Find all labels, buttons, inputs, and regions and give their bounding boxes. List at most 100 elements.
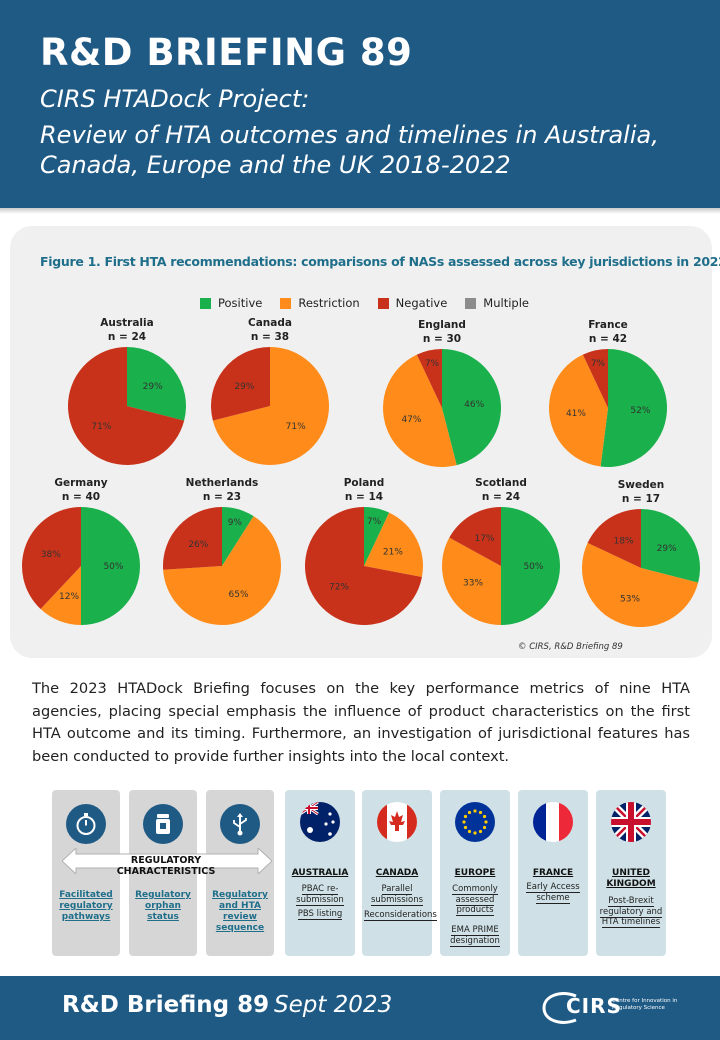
detail-text: Early Access scheme: [520, 882, 586, 904]
logo-subtext: Centre for Innovation in Regulatory Scie…: [612, 998, 678, 1011]
country-name: CANADA: [375, 868, 419, 878]
pie-chart-sweden: Sweden n = 17 29% 53% 18%: [571, 478, 711, 630]
pie-slice-restriction: [40, 566, 81, 625]
pie-slice-restriction: [212, 347, 329, 465]
pie-svg: 71% 29%: [211, 347, 329, 465]
detail-item: Parallel submissions: [370, 884, 424, 906]
pie-n-label: n = 24: [107, 331, 147, 343]
legend-negative: Negative: [377, 296, 448, 310]
footer-title: R&D Briefing 89: [62, 992, 270, 1018]
uk-flag-icon: [611, 802, 651, 842]
card-label: Regulatory and HTA review sequence: [212, 890, 268, 933]
legend-label: Multiple: [483, 296, 529, 310]
figure-panel: Figure 1. First HTA recommendations: com…: [10, 226, 720, 658]
briefing-title: R&D BRIEFING 89: [40, 31, 413, 74]
detail-item: PBS listing: [297, 909, 343, 920]
detail-text: PBAC re-submission: [287, 884, 353, 906]
chart-legend: Positive Restriction Negative Multiple: [200, 296, 529, 310]
pie-slice-label: 21%: [383, 547, 403, 557]
card-canada: CANADA Parallel submissions Reconsiderat…: [362, 790, 437, 956]
pie-slice-label: 50%: [103, 562, 123, 572]
eu-star-icon: [473, 831, 477, 835]
legend-swatch: [280, 297, 292, 309]
pie-slice-restriction: [549, 354, 608, 467]
pie-n-label: n = 30: [422, 333, 462, 345]
pie-slice-label: 41%: [566, 409, 586, 419]
legend-swatch: [377, 297, 389, 309]
medicine-bottle-icon: [143, 804, 183, 844]
pie-country-label: Australia: [100, 317, 154, 329]
figure-caption: Figure 1. First HTA recommendations: com…: [40, 254, 720, 269]
australia-flag-icon: [300, 802, 340, 842]
detail-item: Early Access scheme: [526, 882, 580, 904]
legend-label: Restriction: [298, 296, 360, 310]
card-facilitated-pathways: Facilitated regulatory pathways: [52, 790, 120, 956]
eu-star-icon: [482, 825, 487, 830]
pie-chart-australia: Australia n = 24 29% 71%: [57, 316, 197, 468]
pie-chart-poland: Poland n = 14 7% 21% 72%: [294, 476, 434, 628]
header-banner: R&D BRIEFING 89 CIRS HTADock Project: Re…: [0, 0, 720, 208]
legend-swatch: [465, 297, 477, 309]
double-arrow-icon: [62, 848, 272, 874]
country-name: FRANCE: [532, 868, 574, 878]
eu-star-icon: [463, 814, 468, 819]
review-subtitle: Review of HTA outcomes and timelines in …: [40, 121, 659, 179]
pie-slice-restriction: [382, 354, 457, 467]
logo-text: CIRS: [566, 994, 622, 1018]
pie-slice-label: 33%: [463, 579, 483, 589]
eu-star-icon: [462, 820, 466, 824]
legend-label: Positive: [218, 296, 263, 310]
pie-slice-restriction: [364, 512, 423, 578]
legend-swatch: [200, 297, 211, 309]
card-europe: EUROPE Commonly assessed products EMA PR…: [440, 790, 510, 956]
card-review-sequence: Regulatory and HTA review sequence: [206, 790, 274, 956]
eu-star-icon: [463, 825, 468, 830]
pie-slice-label: 52%: [630, 406, 650, 416]
pie-chart-scotland: Scotland n = 24 50% 33% 17%: [431, 476, 571, 628]
pie-slice-label: 9%: [228, 518, 243, 528]
pie-chart-england: England n = 30 46% 47% 7%: [372, 318, 512, 470]
pie-slice-negative: [211, 347, 270, 421]
pie-slice-label: 17%: [474, 534, 494, 544]
detail-text: PBS listing: [287, 909, 353, 920]
pie-slice-label: 7%: [425, 359, 440, 369]
card-orphan-status: Regulatory orphan status: [129, 790, 197, 956]
pie-n-label: n = 42: [588, 333, 628, 345]
pie-svg: 52% 41% 7%: [549, 349, 667, 467]
card-united-kingdom: UNITED KINGDOM Post-Brexit regulatory an…: [596, 790, 666, 956]
pie-n-label: n = 17: [621, 493, 661, 505]
france-flag-icon: [533, 802, 573, 842]
pie-n-label: n = 23: [202, 491, 242, 503]
pie-slice-negative: [68, 347, 185, 465]
pie-svg: 46% 47% 7%: [382, 349, 501, 467]
pie-country-label: England: [418, 319, 466, 331]
pie-slice-label: 18%: [614, 537, 634, 547]
pie-slice-restriction: [442, 537, 501, 625]
cirs-logo: CIRS Centre for Innovation in Regulatory…: [540, 990, 680, 1026]
eu-star-icon: [467, 829, 472, 834]
legend-restriction: Restriction: [280, 296, 360, 310]
eu-star-icon: [484, 820, 488, 824]
country-name: UNITED KINGDOM: [606, 868, 656, 889]
detail-item: PBAC re-submission: [296, 884, 344, 906]
pie-slice-label: 46%: [464, 400, 484, 410]
card-label: Regulatory orphan status: [135, 890, 191, 922]
pie-slice-label: 65%: [229, 590, 249, 600]
country-name: EUROPE: [454, 868, 496, 878]
country-name: AUSTRALIA: [291, 868, 349, 878]
pie-slice-label: 26%: [188, 540, 208, 550]
pie-country-label: Canada: [248, 317, 292, 329]
cirs-swoosh-icon: [542, 992, 577, 1024]
pie-svg: 9% 65% 26%: [163, 507, 281, 625]
pie-country-label: Sweden: [617, 479, 665, 491]
stopwatch-icon: [66, 804, 106, 844]
eu-star-icon: [478, 829, 483, 834]
pie-slice-label: 7%: [367, 517, 382, 527]
pie-slice-negative: [305, 507, 422, 625]
eu-star-icon: [473, 809, 477, 813]
pie-slice-label: 50%: [523, 562, 543, 572]
pie-slice-negative: [163, 507, 222, 570]
legend-label: Negative: [395, 296, 448, 310]
detail-text: Reconsiderations: [364, 910, 437, 921]
pie-svg: 7% 21% 72%: [305, 507, 423, 625]
